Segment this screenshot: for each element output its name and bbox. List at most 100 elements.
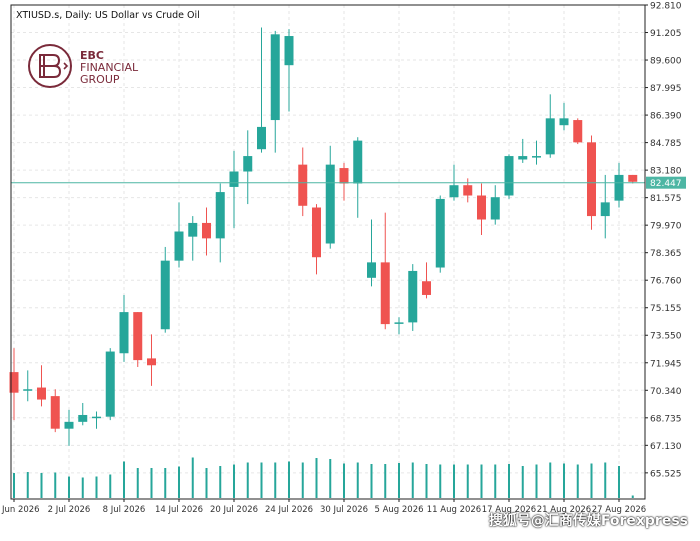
logo-line-2: FINANCIAL <box>80 61 139 74</box>
y-tick-label: 67.130 <box>650 442 682 452</box>
candle-body <box>573 120 583 143</box>
x-tick-label: 26 Jun 2026 <box>0 505 40 515</box>
candle-body <box>284 36 294 66</box>
candles <box>9 27 638 446</box>
x-tick-label: 2 Jul 2026 <box>48 505 91 515</box>
candle <box>408 264 418 331</box>
candle <box>353 137 363 218</box>
x-tick-label: 17 Aug 2026 <box>482 505 536 515</box>
candle <box>477 183 486 235</box>
candle <box>559 102 569 131</box>
candle-body <box>174 231 184 261</box>
candle <box>188 216 198 261</box>
x-tick-label: 8 Jul 2026 <box>103 505 146 515</box>
candle-body <box>147 358 156 366</box>
candle <box>92 411 101 429</box>
x-tick-label: 24 Jul 2026 <box>265 505 313 515</box>
candle-body <box>312 207 321 258</box>
y-tick-label: 92.810 <box>650 2 682 12</box>
candle-body <box>64 421 74 429</box>
candle <box>147 334 156 386</box>
x-tick-label: 20 Jul 2026 <box>210 505 258 515</box>
candle-body <box>202 222 211 239</box>
candle-body <box>23 389 33 391</box>
y-tick-label: 83.180 <box>650 167 682 177</box>
candle <box>628 174 638 184</box>
candle-body <box>215 192 225 239</box>
y-tick-label: 70.340 <box>650 387 682 397</box>
candle <box>229 150 239 229</box>
y-tick-label: 68.735 <box>650 414 682 424</box>
candle <box>105 348 115 421</box>
current-price-line: 82.447 <box>11 176 686 189</box>
candle-body <box>559 118 569 126</box>
candle <box>50 389 60 433</box>
candle <box>490 185 500 225</box>
logo-line-1: EBC <box>80 49 104 62</box>
candle-body <box>518 156 528 160</box>
candle <box>312 204 321 275</box>
candle <box>160 246 170 333</box>
candle <box>9 348 19 421</box>
x-tick-label: 27 Aug 2026 <box>592 505 646 515</box>
candle <box>614 162 624 208</box>
candle-body <box>119 312 129 354</box>
y-tick-label: 84.785 <box>650 139 682 149</box>
candle-body <box>600 202 610 217</box>
candle-body <box>477 195 486 220</box>
candle-body <box>408 270 418 323</box>
candle-body <box>188 222 198 237</box>
candle-body <box>78 414 88 422</box>
candle-body <box>367 262 376 278</box>
current-price-label: 82.447 <box>650 179 682 189</box>
x-tick-label: 30 Jul 2026 <box>320 505 368 515</box>
candle-body <box>243 156 253 172</box>
candle <box>600 174 610 239</box>
candle <box>64 409 74 446</box>
ebc-logo: EBC FINANCIAL GROUP <box>28 44 139 88</box>
x-tick-label: 14 Jul 2026 <box>155 505 203 515</box>
candle-body <box>394 322 404 324</box>
candle-body <box>257 126 266 150</box>
candle-body <box>449 185 459 198</box>
candle <box>367 219 376 287</box>
candle <box>243 130 253 205</box>
y-tick-label: 75.155 <box>650 304 682 314</box>
current-price-tag <box>646 176 686 189</box>
y-tick-label: 65.525 <box>650 469 682 479</box>
candle-body <box>229 171 239 187</box>
candle <box>119 294 129 362</box>
candle-body <box>325 164 335 244</box>
y-tick-label: 76.760 <box>650 277 682 287</box>
candle-body <box>504 156 514 196</box>
logo-line-3: GROUP <box>80 73 120 86</box>
candle <box>174 202 184 268</box>
candle <box>394 317 404 335</box>
y-tick-label: 89.600 <box>650 57 682 67</box>
x-tick-label: 11 Aug 2026 <box>427 505 481 515</box>
y-tick-label: 71.945 <box>650 359 682 369</box>
y-tick-label: 81.575 <box>650 194 682 204</box>
candle-body <box>614 174 624 201</box>
candle-body <box>532 156 541 158</box>
candle <box>78 402 88 426</box>
y-tick-label: 86.390 <box>650 112 682 122</box>
axes <box>10 4 646 500</box>
watermark: 搜狐号@汇商传媒Forexpress <box>488 513 688 529</box>
candle-body <box>545 118 555 155</box>
candle-body <box>298 164 308 206</box>
candle <box>325 145 335 249</box>
x-tick-label: 5 Aug 2026 <box>374 505 423 515</box>
candle <box>284 29 294 112</box>
candle <box>504 154 514 199</box>
candle-body <box>37 387 46 400</box>
candle <box>202 207 211 256</box>
x-tick-label: 21 Aug 2026 <box>537 505 591 515</box>
candle-body <box>9 372 19 393</box>
candle-body <box>353 140 363 184</box>
candle <box>23 370 33 402</box>
plot-frame <box>10 4 646 500</box>
candle <box>435 195 445 273</box>
candle <box>545 94 555 158</box>
